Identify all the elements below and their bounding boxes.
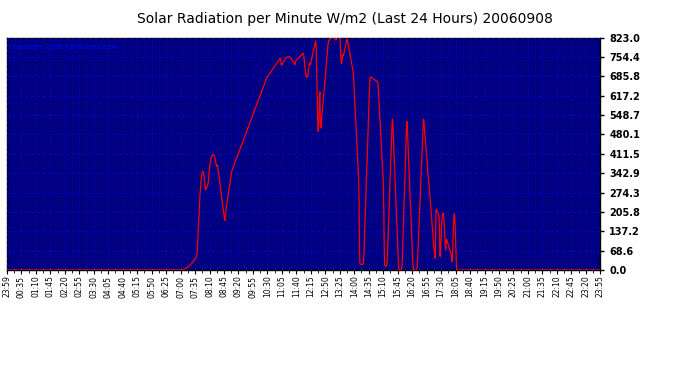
Text: Copyright 2006 Cartronics.com: Copyright 2006 Cartronics.com [9,45,118,51]
Text: Solar Radiation per Minute W/m2 (Last 24 Hours) 20060908: Solar Radiation per Minute W/m2 (Last 24… [137,12,553,26]
